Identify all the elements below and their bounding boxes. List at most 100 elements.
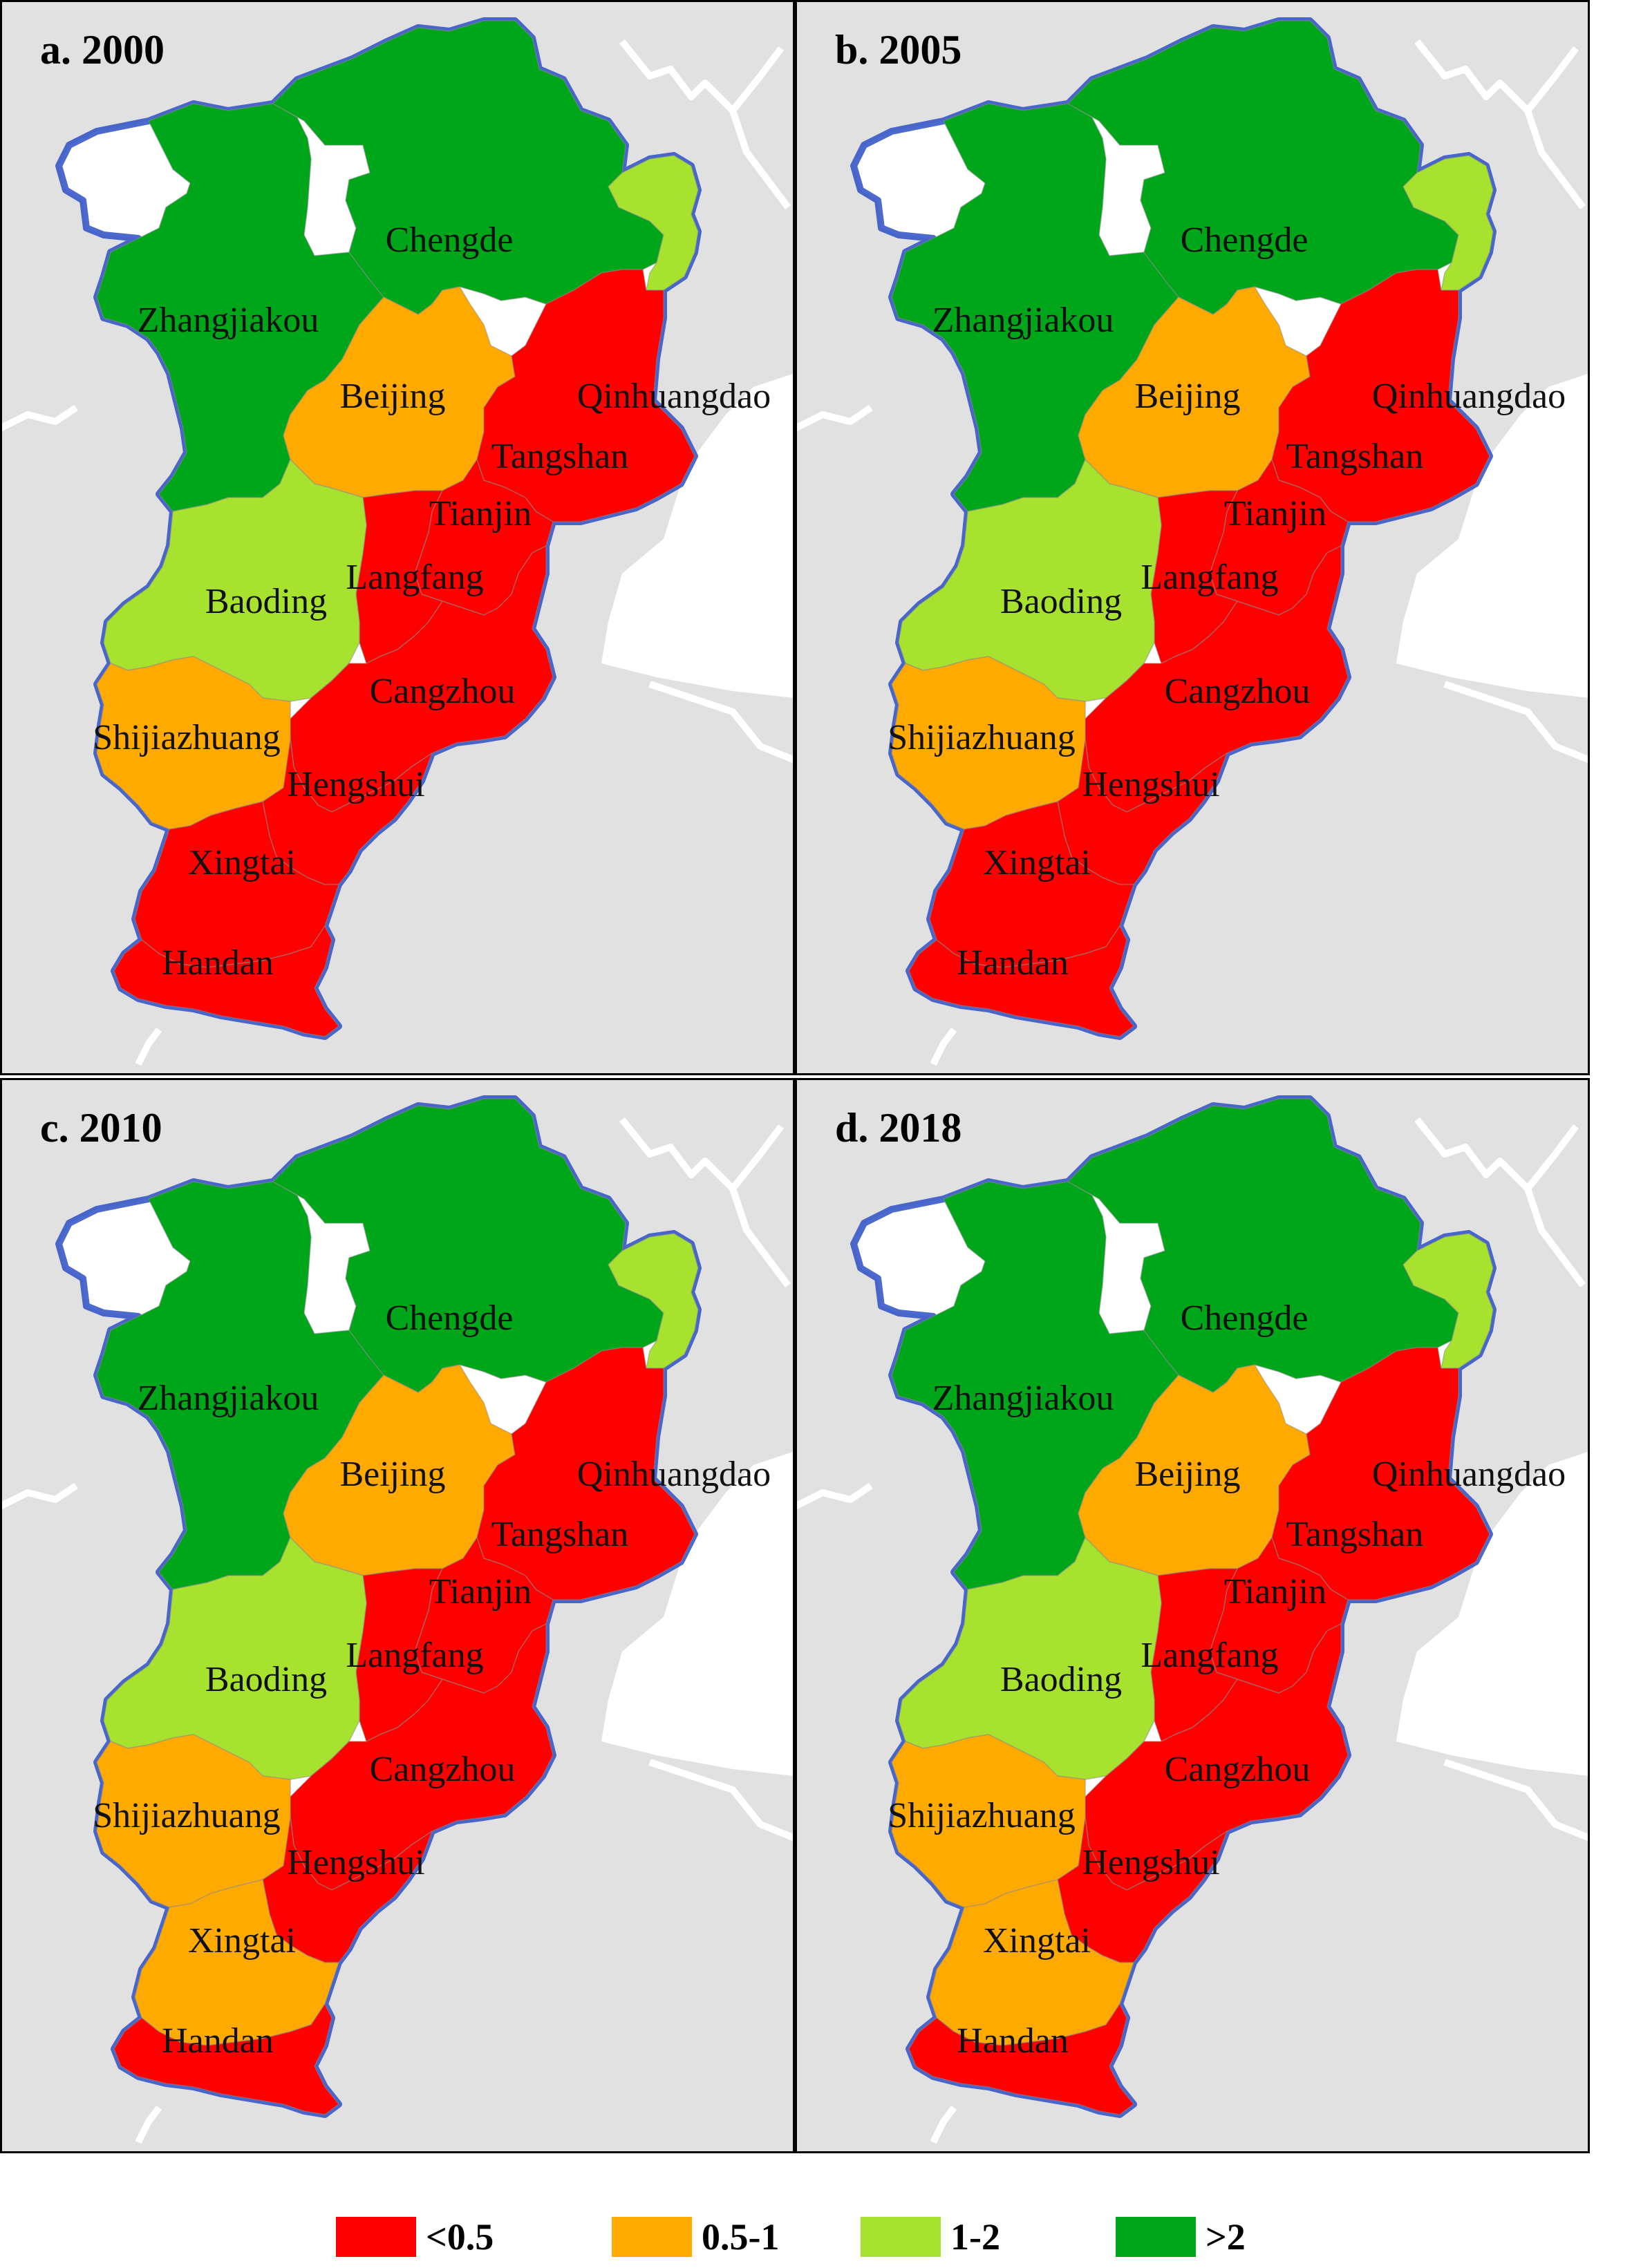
city-label-handan: Handan [162, 943, 274, 983]
surrounding-land [0, 0, 795, 1075]
panel-title: c. 2010 [40, 1105, 162, 1151]
city-label-baoding: Baoding [1000, 582, 1122, 621]
legend-swatch [612, 2217, 692, 2257]
region-handan [113, 925, 339, 1037]
river [1414, 1117, 1579, 1192]
legend-swatch [1116, 2217, 1196, 2257]
city-label-cangzhou: Cangzhou [370, 1750, 516, 1789]
city-label-tangshan: Tangshan [1286, 1515, 1424, 1554]
legend-label: <0.5 [426, 2216, 494, 2258]
city-label-xingtai: Xingtai [983, 843, 1091, 882]
city-label-beijing: Beijing [1134, 1455, 1240, 1494]
river [795, 1482, 873, 1510]
city-label-tianjin: Tianjin [1224, 1572, 1326, 1612]
river [0, 404, 78, 432]
city-label-hengshui: Hengshui [1082, 765, 1219, 804]
city-label-beijing: Beijing [339, 377, 445, 416]
city-label-hengshui: Hengshui [287, 1843, 424, 1882]
river [930, 1028, 957, 1066]
city-label-tangshan: Tangshan [1286, 437, 1424, 476]
city-label-shijiazhuang: Shijiazhuang [93, 718, 281, 757]
city-label-tianjin: Tianjin [1224, 494, 1326, 533]
legend-item-lt-0-5: <0.5 [336, 2214, 494, 2260]
panel-frame [795, 0, 1590, 1075]
city-label-shijiazhuang: Shijiazhuang [93, 1796, 281, 1835]
city-label-qinhuangdao: Qinhuangdao [1372, 1455, 1566, 1494]
river [1443, 681, 1590, 764]
city-label-chengde: Chengde [1181, 220, 1309, 260]
city-label-xingtai: Xingtai [983, 1921, 1091, 1960]
panel-title: d. 2018 [835, 1105, 962, 1151]
city-label-tianjin: Tianjin [429, 494, 532, 533]
bohai-sea [601, 373, 795, 698]
region-handan [113, 2003, 339, 2115]
legend-item-1-2: 1-2 [861, 2214, 1000, 2260]
city-label-handan: Handan [957, 2021, 1069, 2061]
city-label-hengshui: Hengshui [1082, 1843, 1219, 1882]
city-label-tangshan: Tangshan [491, 1515, 629, 1554]
city-label-tangshan: Tangshan [491, 437, 629, 476]
panel-title: b. 2005 [835, 27, 962, 73]
river [135, 1028, 162, 1066]
panel-frame [0, 0, 795, 1075]
city-label-shijiazhuang: Shijiazhuang [888, 1796, 1076, 1835]
river [135, 2106, 162, 2144]
region-handan [908, 2003, 1134, 2115]
panel-frame [795, 1078, 1590, 2153]
city-label-langfang: Langfang [1141, 1636, 1278, 1675]
city-label-qinhuangdao: Qinhuangdao [1372, 377, 1566, 416]
map-panel: Chengde Zhangjiakou Beijing Qinhuangdao Tang… [795, 0, 1590, 1075]
bohai-sea [1396, 1451, 1590, 1776]
city-label-cangzhou: Cangzhou [370, 672, 516, 711]
river [619, 1117, 784, 1192]
river [1443, 1759, 1590, 1842]
city-label-handan: Handan [957, 943, 1069, 983]
panel-frame [0, 1078, 795, 2153]
river [648, 681, 795, 764]
legend-item-0-5-1: 0.5-1 [612, 2214, 779, 2260]
legend-label: 0.5-1 [702, 2216, 780, 2258]
bohai-sea [1396, 373, 1590, 698]
river [648, 1759, 795, 1842]
region-qinhuangdao [1403, 155, 1494, 291]
city-label-xingtai: Xingtai [188, 1921, 296, 1960]
city-label-chengde: Chengde [1181, 1298, 1309, 1338]
panel-title: a. 2000 [40, 27, 165, 73]
river [1414, 39, 1579, 114]
map-panel: Chengde Zhangjiakou Beijing Qinhuangdao Tang… [795, 1078, 1590, 2153]
river [729, 1187, 791, 1287]
city-label-beijing: Beijing [339, 1455, 445, 1494]
legend-label: >2 [1206, 2216, 1246, 2258]
city-label-handan: Handan [162, 2021, 274, 2061]
city-label-shijiazhuang: Shijiazhuang [888, 718, 1076, 757]
city-label-langfang: Langfang [1141, 558, 1278, 597]
city-label-chengde: Chengde [386, 1298, 514, 1338]
city-label-qinhuangdao: Qinhuangdao [577, 1455, 771, 1494]
surrounding-land [795, 0, 1590, 1075]
bohai-sea [601, 1451, 795, 1776]
map-panel: Chengde Zhangjiakou Beijing Qinhuangdao Tang… [0, 1078, 795, 2153]
river [1524, 1187, 1586, 1287]
city-label-xingtai: Xingtai [188, 843, 296, 882]
region-qinhuangdao [1403, 1233, 1494, 1369]
river [1524, 109, 1586, 209]
surrounding-land [0, 1078, 795, 2153]
city-label-baoding: Baoding [1000, 1660, 1122, 1699]
river [619, 39, 784, 114]
city-label-chengde: Chengde [386, 220, 514, 260]
city-label-qinhuangdao: Qinhuangdao [577, 377, 771, 416]
city-label-zhangjiakou: Zhangjiakou [932, 301, 1114, 340]
river [930, 2106, 957, 2144]
city-label-langfang: Langfang [346, 1636, 483, 1675]
region-qinhuangdao [608, 1233, 699, 1369]
region-qinhuangdao [608, 155, 699, 291]
city-label-zhangjiakou: Zhangjiakou [138, 1379, 319, 1418]
legend-label: 1-2 [950, 2216, 1000, 2258]
city-label-zhangjiakou: Zhangjiakou [932, 1379, 1114, 1418]
map-panel: Chengde Zhangjiakou Beijing Qinhuangdao Tang… [0, 0, 795, 1075]
legend-item-gt-2: >2 [1116, 2214, 1246, 2260]
city-label-beijing: Beijing [1134, 377, 1240, 416]
river [729, 109, 791, 209]
city-label-baoding: Baoding [205, 1660, 327, 1699]
